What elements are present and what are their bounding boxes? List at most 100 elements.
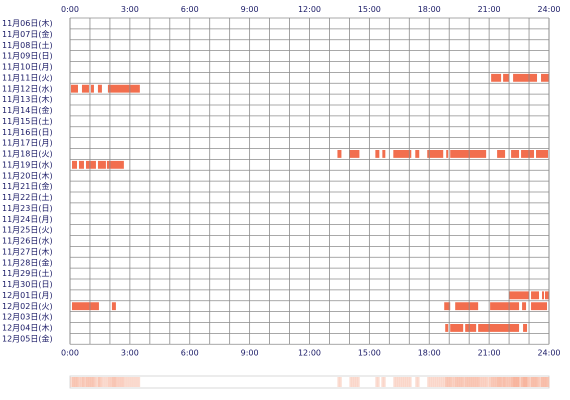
summary-bin — [93, 377, 97, 387]
summary-bin — [537, 377, 540, 387]
summary-bin — [407, 377, 410, 387]
summary-bin — [355, 377, 358, 387]
summary-bin — [517, 377, 520, 387]
summary-bin — [405, 377, 408, 387]
activity-bar — [72, 160, 77, 169]
activity-bar — [415, 150, 420, 158]
summary-bin — [479, 377, 482, 387]
x-ticks-bottom: 0:00 3:00 6:00 9:00 12:00 15:00 18:00 21:00 24:0… — [61, 348, 561, 357]
activity-bar — [71, 84, 78, 93]
activity-bar — [511, 150, 520, 158]
activity-bar — [509, 291, 530, 300]
summary-bin — [129, 377, 133, 387]
activity-bar — [450, 150, 487, 158]
x-tick-label-bottom: 9:00 — [241, 348, 259, 357]
summary-bin — [535, 377, 538, 387]
day-label: 11月28日(金) — [2, 257, 53, 267]
summary-bin — [539, 377, 542, 387]
activity-bar — [444, 302, 451, 311]
activity-bar — [478, 324, 520, 332]
day-label: 11月25日(火) — [2, 226, 53, 235]
x-tick-label-bottom: 15:00 — [358, 348, 381, 357]
activity-bar — [349, 150, 360, 158]
day-label: 11月24日(月) — [2, 215, 53, 224]
summary-bin — [499, 377, 502, 387]
summary-bin — [475, 377, 478, 387]
summary-bin — [99, 377, 103, 387]
summary-bin — [483, 377, 486, 387]
day-label: 11月11日(火) — [2, 73, 53, 82]
day-label: 12月02日(火) — [2, 302, 53, 311]
x-tick-label-top: 6:00 — [181, 5, 199, 14]
summary-bin — [505, 377, 508, 387]
summary-bin — [441, 377, 444, 387]
activity-bar — [545, 291, 549, 300]
summary-bin — [523, 377, 526, 387]
summary-bin — [87, 377, 91, 387]
activity-bar — [72, 302, 99, 311]
activity-bar — [375, 150, 380, 158]
day-label: 11月17日(月) — [2, 139, 53, 148]
day-label: 11月26日(水) — [2, 236, 53, 246]
summary-bin — [401, 377, 404, 387]
summary-bin — [127, 377, 131, 387]
summary-bin — [493, 377, 496, 387]
summary-bin — [125, 377, 129, 387]
activity-bar — [97, 84, 102, 93]
summary-bin — [85, 377, 89, 387]
summary-bin — [443, 377, 446, 387]
summary-bin — [399, 377, 402, 387]
activity-bar — [427, 150, 444, 158]
x-tick-label-top: 15:00 — [358, 5, 381, 14]
summary-bin — [415, 377, 418, 387]
day-label: 11月16日(日) — [2, 128, 53, 137]
summary-bin — [459, 377, 462, 387]
day-label: 11月21日(金) — [2, 181, 53, 191]
activity-bars — [71, 73, 549, 332]
summary-bin — [349, 377, 352, 387]
day-label: 11月06日(木) — [2, 18, 53, 28]
summary-bin — [511, 377, 514, 387]
summary-bin — [72, 377, 75, 387]
activity-bar — [445, 324, 449, 332]
summary-bin — [533, 377, 536, 387]
x-tick-label-top: 24:00 — [537, 5, 560, 14]
summary-bin — [395, 377, 398, 387]
summary-bin — [107, 377, 111, 387]
x-tick-label-bottom: 0:00 — [61, 348, 79, 357]
summary-bin — [111, 377, 115, 387]
summary-bin — [509, 377, 512, 387]
summary-bin — [119, 377, 123, 387]
summary-bin — [357, 377, 360, 387]
activity-bar — [497, 150, 506, 158]
activity-bar — [81, 84, 89, 93]
summary-bin — [97, 377, 101, 387]
day-label: 11月29日(土) — [2, 268, 53, 278]
day-label: 11月15日(土) — [2, 116, 53, 126]
summary-bin — [77, 377, 81, 387]
activity-bar — [455, 302, 479, 311]
day-label: 11月30日(日) — [2, 280, 53, 289]
summary-bin — [445, 377, 448, 387]
summary-bin — [495, 377, 498, 387]
day-label: 12月05日(金) — [2, 333, 53, 343]
summary-bin — [451, 377, 454, 387]
x-tick-label-bottom: 6:00 — [181, 348, 199, 357]
summary-bin — [485, 377, 488, 387]
summary-bin — [469, 377, 472, 387]
summary-bin — [113, 377, 117, 387]
activity-bar — [90, 84, 94, 93]
activity-bar — [542, 291, 545, 300]
x-tick-label-bottom: 12:00 — [298, 348, 321, 357]
summary-bin — [507, 377, 510, 387]
day-label: 11月18日(火) — [2, 150, 53, 159]
summary-bin — [377, 377, 380, 387]
summary-bin — [467, 377, 470, 387]
day-label: 11月08日(土) — [2, 40, 53, 50]
summary-bin — [115, 377, 119, 387]
summary-bin — [497, 377, 500, 387]
summary-bin — [449, 377, 452, 387]
activity-bar — [106, 160, 124, 169]
summary-bin — [81, 377, 85, 387]
activity-bar — [337, 150, 342, 158]
